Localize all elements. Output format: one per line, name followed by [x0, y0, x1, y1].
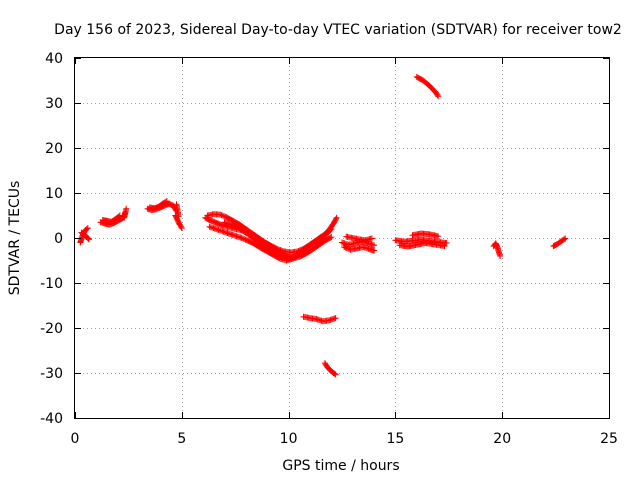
data-point: [163, 198, 170, 205]
data-point: [217, 211, 224, 218]
data-point: [121, 214, 128, 221]
data-point: [175, 213, 182, 220]
y-tick-label: 40: [45, 51, 63, 67]
data-point: [562, 235, 569, 242]
x-tick-label: 5: [177, 431, 186, 447]
x-axis-label: GPS time / hours: [282, 458, 399, 474]
data-point: [497, 253, 504, 259]
data-point: [435, 93, 442, 100]
x-tick-label: 15: [386, 431, 404, 447]
data-point: [328, 234, 335, 241]
data-point: [443, 239, 450, 246]
data-point: [178, 225, 185, 232]
data-point: [239, 235, 246, 242]
data-point: [371, 247, 378, 254]
data-points: [77, 73, 569, 378]
data-point: [441, 243, 448, 250]
grid-lines: [75, 58, 609, 418]
y-tick-label: -40: [40, 411, 63, 427]
data-point: [344, 245, 351, 252]
plot-frame: [74, 57, 610, 419]
data-point: [371, 242, 378, 249]
data-point: [342, 244, 349, 251]
data-point: [85, 236, 92, 243]
y-axis-label: SDTVAR / TECUs: [7, 181, 23, 296]
data-point: [332, 371, 339, 378]
x-tick-label: 25: [600, 431, 618, 447]
data-point: [434, 92, 441, 99]
data-point: [84, 235, 91, 241]
data-point: [178, 223, 185, 230]
x-tick-label: 0: [71, 431, 80, 447]
y-tick-label: 20: [45, 141, 63, 157]
data-point: [241, 236, 248, 243]
x-tick-label: 20: [493, 431, 511, 447]
axis-ticks: 0 5 10 15 20 25 40 30 20 10 0 -10 -20 -30 -40: [40, 51, 618, 447]
y-tick-label: 10: [45, 186, 63, 202]
data-point: [218, 212, 225, 219]
data-point: [333, 214, 340, 221]
y-tick-label: -10: [40, 276, 63, 292]
data-point: [341, 244, 348, 250]
data-point: [83, 226, 90, 232]
y-tick-label: -20: [40, 321, 63, 337]
data-point: [368, 235, 375, 242]
data-point: [327, 234, 334, 241]
data-point: [115, 213, 122, 220]
x-tick-label: 10: [280, 431, 298, 447]
data-point: [84, 225, 91, 232]
data-point: [328, 226, 335, 232]
data-point: [221, 213, 228, 220]
data-point: [343, 245, 350, 252]
chart-title: Day 156 of 2023, Sidereal Day-to-day VTE…: [54, 22, 622, 38]
data-point: [219, 212, 226, 219]
y-tick-label: 0: [54, 231, 63, 247]
data-point: [435, 233, 442, 240]
data-point: [242, 236, 249, 243]
data-point: [85, 235, 92, 242]
data-point: [332, 315, 339, 322]
y-tick-label: 30: [45, 96, 63, 112]
data-point: [238, 235, 245, 241]
data-point: [162, 198, 169, 205]
y-tick-label: -30: [40, 366, 63, 382]
data-point: [327, 226, 334, 233]
data-point: [333, 215, 340, 222]
data-point: [561, 236, 568, 243]
data-point: [331, 370, 338, 377]
